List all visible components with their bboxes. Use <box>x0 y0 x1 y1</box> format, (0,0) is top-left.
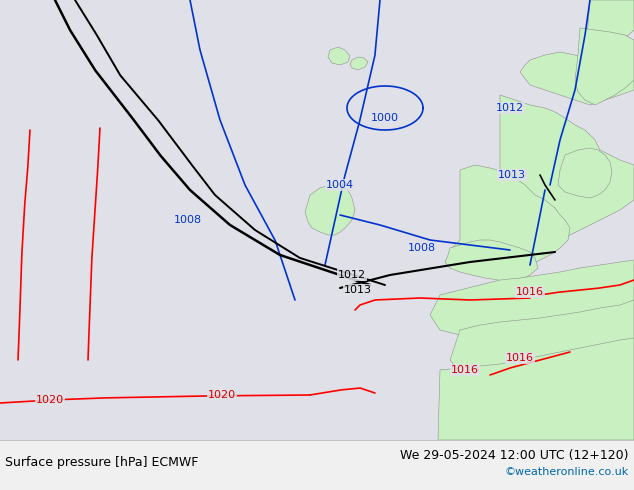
Text: 1004: 1004 <box>326 180 354 190</box>
Polygon shape <box>558 148 612 198</box>
Polygon shape <box>520 52 634 105</box>
Text: Surface pressure [hPa] ECMWF: Surface pressure [hPa] ECMWF <box>5 456 198 468</box>
Polygon shape <box>585 0 634 55</box>
Text: We 29-05-2024 12:00 UTC (12+120): We 29-05-2024 12:00 UTC (12+120) <box>401 448 629 462</box>
Polygon shape <box>575 28 634 105</box>
Text: 1016: 1016 <box>516 287 544 297</box>
Text: 1008: 1008 <box>174 215 202 225</box>
Polygon shape <box>490 95 634 245</box>
Text: 1013: 1013 <box>344 285 372 295</box>
Bar <box>0 440 634 490</box>
Polygon shape <box>450 165 570 270</box>
Polygon shape <box>305 185 355 235</box>
Text: 1020: 1020 <box>208 390 236 400</box>
Text: 1020: 1020 <box>36 395 64 405</box>
Polygon shape <box>438 338 634 440</box>
Polygon shape <box>445 240 538 282</box>
Polygon shape <box>350 57 368 70</box>
Text: 1016: 1016 <box>451 365 479 375</box>
Text: 1013: 1013 <box>498 170 526 180</box>
Polygon shape <box>430 260 634 342</box>
Text: 1000: 1000 <box>371 113 399 123</box>
Polygon shape <box>450 300 634 383</box>
Text: 1012: 1012 <box>496 103 524 113</box>
Text: ©weatheronline.co.uk: ©weatheronline.co.uk <box>505 467 629 477</box>
Polygon shape <box>328 47 350 65</box>
Text: 1012: 1012 <box>338 270 366 280</box>
Text: 1008: 1008 <box>408 243 436 253</box>
Text: 1016: 1016 <box>506 353 534 363</box>
